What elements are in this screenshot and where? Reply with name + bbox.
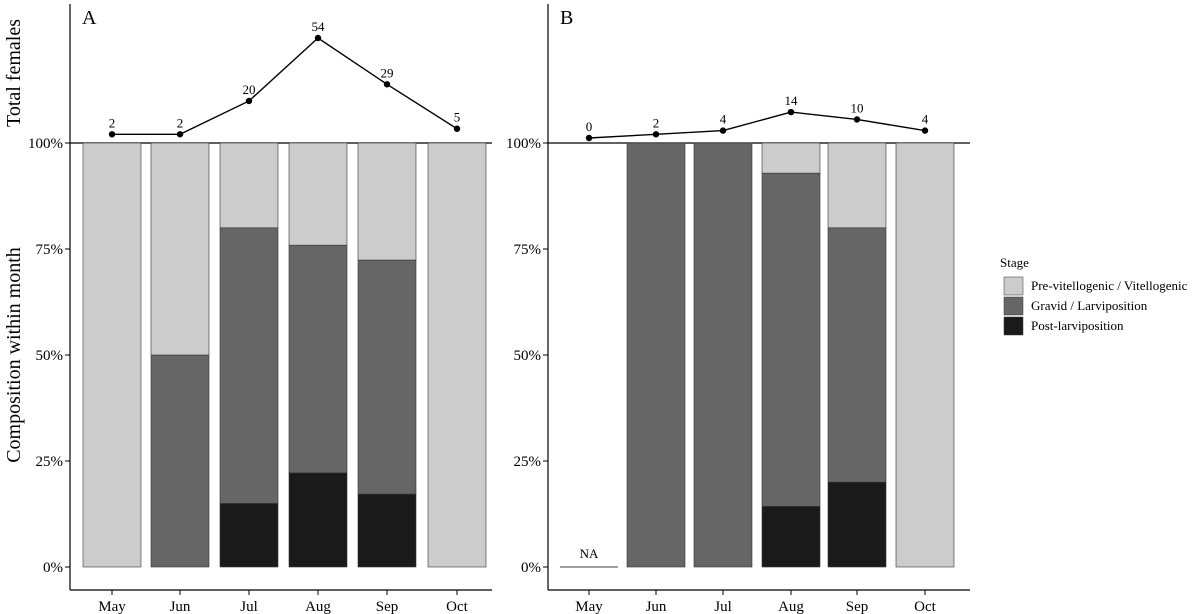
x-tick-label: May: [98, 599, 126, 614]
bar-segment: [288, 244, 348, 474]
x-tick-label: Jun: [170, 599, 191, 614]
count-label: 5: [454, 110, 461, 125]
y-tick-label: 50%: [36, 348, 64, 364]
bar-segment: [150, 142, 210, 356]
y-tick-label: 0%: [43, 560, 63, 576]
bar-segment: [288, 142, 348, 246]
y-tick-label: 100%: [28, 136, 63, 152]
count-line: [112, 37, 458, 135]
bar-segment: [895, 142, 955, 568]
y-tick-label: 25%: [514, 454, 542, 470]
count-label: 2: [109, 115, 116, 130]
y-tick-label: 100%: [506, 136, 541, 152]
bar-segment: [827, 481, 887, 568]
count-point: [585, 134, 593, 142]
count-label: 29: [381, 65, 394, 80]
count-point: [921, 127, 929, 134]
x-tick-label: Jul: [240, 599, 258, 614]
legend-label: Pre-vitellogenic / Vitellogenic: [1031, 278, 1188, 293]
count-point: [652, 131, 660, 138]
count-point: [853, 116, 861, 123]
legend-label: Gravid / Larviposition: [1031, 298, 1148, 313]
bar-segment: [827, 142, 887, 229]
count-point: [245, 97, 253, 105]
count-label: 4: [922, 112, 929, 127]
legend-label: Post-larviposition: [1031, 318, 1124, 333]
count-label: 20: [243, 82, 256, 97]
panel-a: A 0% 25% 50% 75% 100% May Jun Jul Aug Sep Oct 2 2 20 54…: [28, 4, 492, 614]
x-tick-label: Oct: [446, 599, 468, 614]
bar-segment: [150, 354, 210, 568]
bar-segment: [761, 172, 821, 507]
x-tick-label: Sep: [376, 599, 399, 614]
panel-letter: B: [560, 7, 573, 29]
count-label: 4: [720, 112, 727, 127]
y-tick-label: 75%: [514, 242, 542, 258]
legend-title: Stage: [1000, 255, 1029, 270]
y-axis-title: Composition within month: [3, 247, 25, 463]
count-label: 0: [586, 119, 593, 134]
count-line: [588, 111, 926, 139]
legend-swatch: [1003, 276, 1024, 296]
bar-segment: [357, 493, 417, 568]
y-tick-label: 25%: [36, 454, 64, 470]
bar-segment: [357, 259, 417, 495]
count-point: [453, 125, 461, 132]
count-label: 14: [785, 93, 799, 108]
bar-segment: [219, 227, 279, 504]
x-tick-label: Sep: [846, 599, 869, 614]
x-tick-label: Aug: [778, 599, 804, 614]
x-tick-label: Oct: [914, 599, 936, 614]
count-point: [108, 131, 116, 138]
count-point: [383, 81, 391, 88]
panel-b: B 0% 25% 50% 75% 100% NA May Jun Jul Aug Sep Oct 0 2 4 1…: [506, 4, 970, 614]
bar-segment: [427, 142, 487, 568]
x-tick-label: Aug: [305, 599, 331, 614]
count-label: 2: [177, 115, 184, 130]
y-tick-label: 0%: [521, 560, 541, 576]
bar-segment: [693, 142, 753, 568]
bar-segment: [219, 142, 279, 229]
bar-segment: [357, 142, 417, 261]
x-tick-label: May: [575, 599, 603, 614]
count-point: [314, 34, 322, 42]
y-tick-label: 50%: [514, 348, 542, 364]
bar-segment: [219, 503, 279, 568]
bar-segment: [82, 142, 142, 568]
bar-segment: [626, 142, 686, 568]
legend-swatch: [1003, 316, 1024, 336]
count-label: 10: [851, 100, 864, 115]
bar-segment: [761, 506, 821, 568]
count-axis-title: Total females: [3, 19, 25, 127]
bar-segment: [288, 472, 348, 568]
y-tick-label: 75%: [36, 242, 64, 258]
panel-letter: A: [82, 7, 97, 29]
x-tick-label: Jul: [714, 599, 732, 614]
bar-segment: [827, 227, 887, 483]
bar-segment: [761, 142, 821, 174]
count-point: [176, 131, 184, 138]
count-label: 2: [653, 115, 660, 130]
count-label: 54: [312, 19, 326, 34]
count-point: [719, 127, 727, 134]
count-point: [787, 108, 795, 116]
x-tick-label: Jun: [646, 599, 667, 614]
na-label: NA: [580, 546, 599, 561]
legend-swatch: [1003, 296, 1024, 316]
